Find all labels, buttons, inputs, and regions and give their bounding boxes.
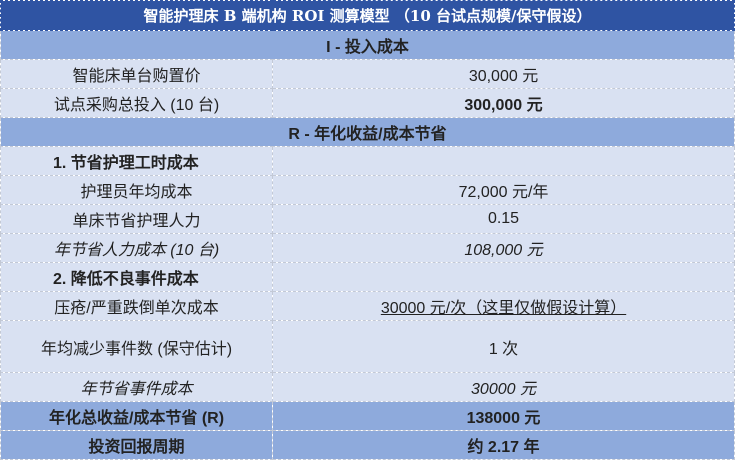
cell-label[interactable]: 单床节省护理人力 xyxy=(0,204,273,234)
cell-value[interactable]: 300,000 元 xyxy=(271,88,735,118)
section-investment: I - 投入成本 xyxy=(0,30,735,60)
cell-label[interactable]: 年节省事件成本 xyxy=(0,372,273,402)
cell-label[interactable]: 年节省人力成本 (10 台) xyxy=(0,233,273,263)
sheet-title: 智能护理床 B 端机构 ROI 测算模型 （10 台试点规模/保守假设） xyxy=(0,0,735,31)
cell-value[interactable]: 30000 元 xyxy=(271,372,735,402)
cell-value[interactable]: 0.15 xyxy=(271,204,735,234)
cell-value[interactable]: 30000 元/次（这里仅做假设计算） xyxy=(271,291,735,321)
cell-value[interactable]: 1 次 xyxy=(271,320,735,373)
subsection-events[interactable]: 2. 降低不良事件成本 xyxy=(0,262,273,292)
cell-label[interactable]: 智能床单台购置价 xyxy=(0,59,273,89)
cell-value[interactable]: 72,000 元/年 xyxy=(271,175,735,205)
subsection-labor[interactable]: 1. 节省护理工时成本 xyxy=(0,146,273,176)
section-returns: R - 年化收益/成本节省 xyxy=(0,117,735,147)
payback-label[interactable]: 投资回报周期 xyxy=(0,430,273,460)
cell-empty[interactable] xyxy=(271,262,735,292)
cell-label[interactable]: 护理员年均成本 xyxy=(0,175,273,205)
cell-value[interactable]: 30,000 元 xyxy=(271,59,735,89)
cell-label[interactable]: 压疮/严重跌倒单次成本 xyxy=(0,291,273,321)
cell-label[interactable]: 试点采购总投入 (10 台) xyxy=(0,88,273,118)
cell-value[interactable]: 108,000 元 xyxy=(271,233,735,263)
cell-label[interactable]: 年均减少事件数 (保守估计) xyxy=(0,320,273,373)
total-value[interactable]: 138000 元 xyxy=(271,401,735,431)
payback-value[interactable]: 约 2.17 年 xyxy=(271,430,735,460)
total-label[interactable]: 年化总收益/成本节省 (R) xyxy=(0,401,273,431)
cell-empty[interactable] xyxy=(271,146,735,176)
